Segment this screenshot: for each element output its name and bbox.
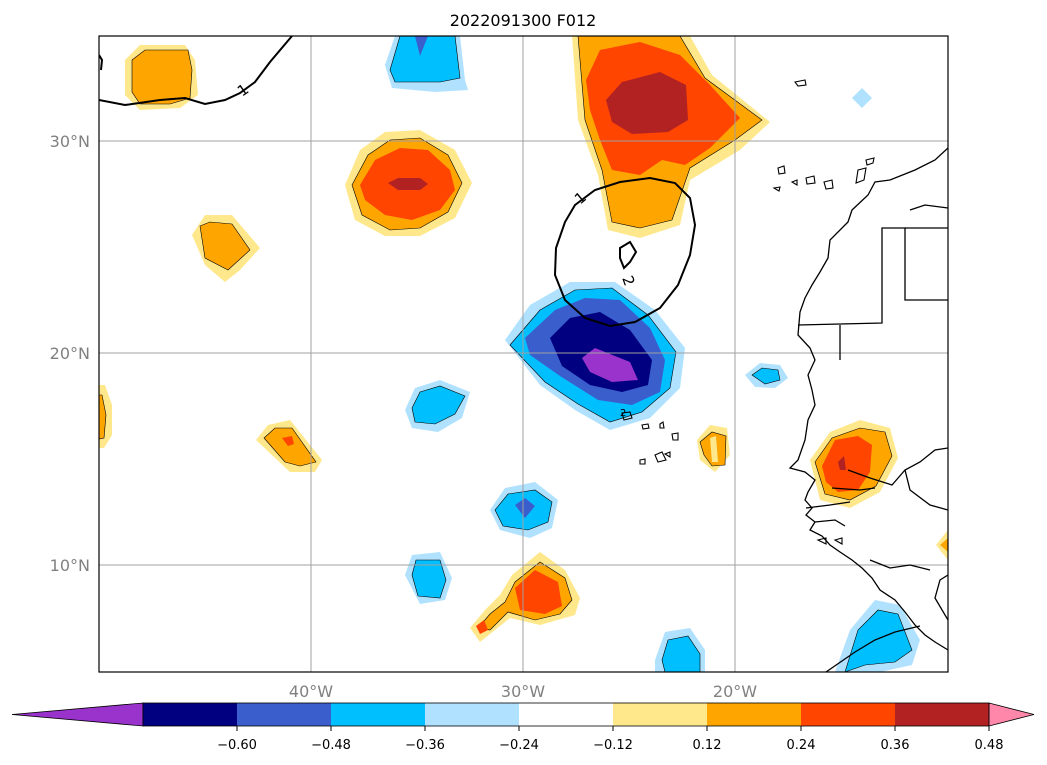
lon-label-30w: 30°W (501, 682, 545, 701)
colorbar-tick-label: −0.60 (217, 738, 257, 753)
positive-anomaly-senegal (810, 420, 898, 508)
negative-anomaly-north (385, 36, 468, 92)
positive-anomaly-nw-corner (125, 45, 198, 110)
colorbar-segment (237, 703, 332, 726)
longitude-labels: 40°W 30°W 20°W (289, 682, 757, 701)
colorbar: −0.60 −0.48 −0.36 −0.24 −0.12 0.12 0.24 0.36 0.4… (11, 702, 1035, 753)
colorbar-segment (707, 703, 802, 726)
colorbar-tick-label: 0.48 (975, 738, 1004, 753)
negative-anomaly-southeast (835, 600, 920, 672)
colorbar-tick-label: −0.48 (311, 738, 351, 753)
positive-anomaly-15n-41w (256, 420, 322, 472)
colorbar-segment (331, 703, 426, 726)
colorbar-segment (895, 703, 990, 726)
colorbar-segment (801, 703, 896, 726)
lat-label-10n: 10°N (50, 556, 90, 575)
positive-anomaly-north-central (572, 36, 770, 238)
latitude-labels: 30°N 20°N 10°N (50, 132, 90, 575)
colorbar-segment (613, 703, 708, 726)
coastline (788, 147, 948, 672)
map-frame (98, 35, 949, 673)
colorbar-extend-high (988, 702, 1035, 727)
colorbar-outline (142, 702, 990, 727)
positive-anomaly-28n-35w (345, 130, 472, 236)
map-panel: 1 1 2 2 (99, 36, 948, 672)
colorbar-extend-low (11, 702, 144, 727)
colorbar-segment (519, 703, 614, 726)
contour-lines (99, 36, 697, 328)
lat-label-30n: 30°N (50, 132, 90, 151)
islands (621, 79, 875, 545)
colorbar-segment (425, 703, 520, 726)
contour-label-2b: 2 (620, 408, 626, 419)
negative-anomaly-south-central (655, 628, 705, 672)
colorbar-tick-label: 0.24 (787, 738, 816, 753)
colorbar-tick-label: −0.24 (499, 738, 539, 753)
negative-anomaly-17n-35w (405, 380, 470, 432)
map-title: 2022091300 F012 (450, 11, 597, 30)
lat-label-20n: 20°N (50, 344, 90, 363)
lon-label-20w: 20°W (713, 682, 757, 701)
colorbar-tick-label: 0.12 (693, 738, 722, 753)
lon-label-40w: 40°W (289, 682, 333, 701)
colorbar-tick-label: −0.12 (593, 738, 633, 753)
positive-anomaly-east-edge (936, 530, 948, 560)
colorbar-tick-label: −0.36 (405, 738, 445, 753)
positive-anomaly-west-edge (99, 385, 112, 448)
positive-anomaly-25n-43w (192, 215, 260, 282)
gridlines (99, 36, 948, 672)
colorbar-segment (143, 703, 238, 726)
colorbar-tick-label: 0.36 (881, 738, 910, 753)
positive-anomaly-15n-21w (697, 425, 730, 472)
positive-anomaly-9n-30w (470, 552, 580, 642)
negative-anomaly-30n-16w (852, 88, 872, 108)
negative-anomaly-19n-19w (745, 363, 788, 388)
